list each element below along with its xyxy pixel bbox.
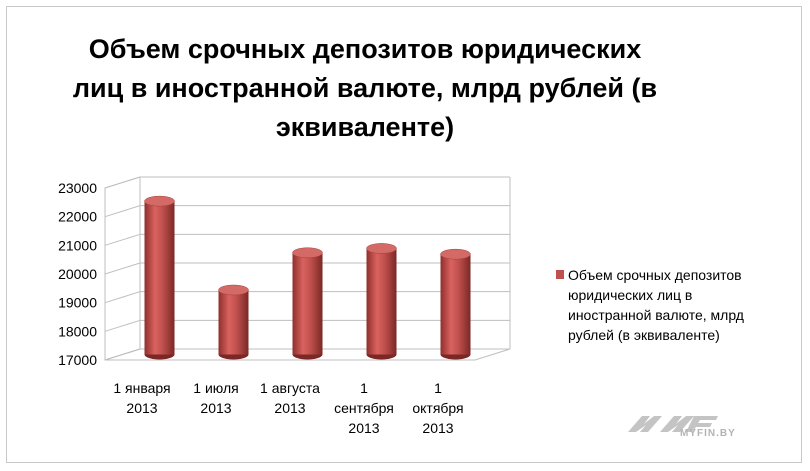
x-tick-label-line: 1 bbox=[434, 380, 442, 396]
x-tick-label: 1 августа 2013 bbox=[249, 378, 331, 418]
gridline bbox=[104, 233, 510, 246]
chart-title-line: Объем срочных депозитов юридических bbox=[88, 34, 642, 64]
y-tick-label: 22000 bbox=[58, 209, 97, 225]
x-tick-label-line: 2013 bbox=[422, 420, 454, 436]
bar bbox=[144, 195, 175, 360]
legend-label: Объем срочных депозитов юридических лиц … bbox=[568, 265, 783, 345]
x-tick-label-line: 2013 bbox=[274, 400, 306, 416]
x-tick-label: 1 октября 2013 bbox=[397, 378, 479, 438]
bar-top bbox=[218, 284, 249, 296]
x-tick-label-line: 1 июля bbox=[193, 380, 239, 396]
chart-title: Объем срочных депозитов юридических лиц … bbox=[60, 30, 670, 147]
watermark-text: MYFIN.BY bbox=[680, 428, 736, 439]
bar-body bbox=[440, 254, 471, 355]
bar-body bbox=[292, 252, 323, 355]
y-tick-layer: 23000 22000 21000 20000 19000 18000 17000 bbox=[58, 180, 97, 368]
x-tick-label: 1 сентября 2013 bbox=[323, 378, 405, 438]
bar bbox=[218, 284, 249, 360]
legend-label-line: юридических лиц в bbox=[568, 287, 693, 303]
bar-body bbox=[366, 248, 397, 355]
legend-label-line: рублей (в эквиваленте) bbox=[568, 327, 720, 343]
legend-label-line: Объем срочных депозитов bbox=[568, 267, 742, 283]
x-tick-label-line: октября bbox=[412, 400, 464, 416]
myfin-logo-icon bbox=[628, 416, 718, 432]
bar bbox=[440, 248, 471, 360]
y-tick-label: 19000 bbox=[58, 295, 97, 311]
y-tick-label: 21000 bbox=[58, 237, 97, 253]
gridline bbox=[104, 205, 510, 218]
gridline bbox=[104, 176, 510, 189]
x-tick-label-line: 1 bbox=[360, 380, 368, 396]
bar-layer bbox=[144, 195, 471, 360]
x-tick-label-line: 1 августа bbox=[260, 380, 320, 396]
chart-title-line: лиц в иностранной валюте, млрд рублей (в bbox=[72, 73, 658, 103]
legend-label-line: иностранной валюте, млрд bbox=[568, 307, 744, 323]
bar-top bbox=[366, 243, 397, 254]
y-tick-label: 18000 bbox=[58, 323, 97, 339]
bar-top bbox=[144, 195, 175, 207]
chart-title-line: эквиваленте) bbox=[275, 112, 455, 142]
bar-body bbox=[144, 201, 175, 355]
bar bbox=[366, 243, 397, 360]
legend-swatch bbox=[556, 270, 564, 279]
x-tick-label-line: 2013 bbox=[126, 400, 158, 416]
bar-top bbox=[292, 247, 323, 258]
y-tick-label: 23000 bbox=[58, 180, 97, 196]
y-tick-label: 17000 bbox=[58, 352, 97, 368]
y-tick-label: 20000 bbox=[58, 266, 97, 282]
bar-top bbox=[440, 248, 471, 260]
bar-body bbox=[218, 290, 249, 355]
x-tick-label-line: 1 января bbox=[113, 380, 171, 396]
x-tick-label: 1 июля 2013 bbox=[175, 378, 257, 418]
x-tick-label-line: 2013 bbox=[348, 420, 380, 436]
x-tick-label-line: 2013 bbox=[200, 400, 232, 416]
x-tick-label: 1 января 2013 bbox=[101, 378, 183, 418]
x-tick-label-line: сентября bbox=[334, 400, 394, 416]
bar bbox=[292, 247, 323, 360]
